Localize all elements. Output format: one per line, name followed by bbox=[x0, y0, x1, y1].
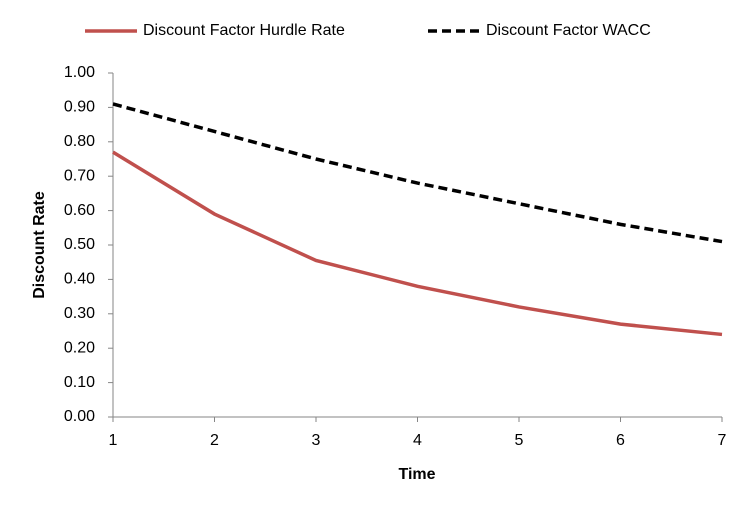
x-tick-label: 4 bbox=[413, 432, 422, 449]
y-tick-label: 0.00 bbox=[64, 408, 95, 425]
series-line bbox=[112, 150, 723, 337]
y-tick-label: 0.30 bbox=[64, 305, 95, 322]
y-tick-label: 0.60 bbox=[64, 202, 95, 219]
y-tick-label: 1.00 bbox=[64, 64, 95, 81]
y-tick-label: 0.90 bbox=[64, 99, 95, 116]
x-tick-label: 3 bbox=[312, 432, 321, 449]
y-tick-label: 0.80 bbox=[64, 133, 95, 150]
x-tick-label: 1 bbox=[109, 432, 118, 449]
y-axis-title: Discount Rate bbox=[31, 191, 48, 299]
y-tick-label: 0.10 bbox=[64, 374, 95, 391]
legend-label: Discount Factor Hurdle Rate bbox=[143, 22, 345, 39]
series-line bbox=[112, 102, 723, 244]
y-tick-label: 0.50 bbox=[64, 236, 95, 253]
y-tick-label: 0.20 bbox=[64, 339, 95, 356]
x-tick-label: 5 bbox=[515, 432, 524, 449]
x-axis-title: Time bbox=[398, 466, 435, 483]
x-tick-label: 7 bbox=[718, 432, 727, 449]
legend-label: Discount Factor WACC bbox=[486, 22, 651, 39]
x-tick-label: 2 bbox=[210, 432, 219, 449]
y-tick-label: 0.40 bbox=[64, 271, 95, 288]
x-tick-label: 6 bbox=[616, 432, 625, 449]
y-tick-label: 0.70 bbox=[64, 167, 95, 184]
